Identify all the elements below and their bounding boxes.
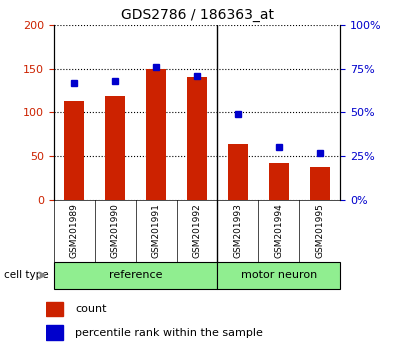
Bar	[46, 325, 63, 340]
Bar	[269, 163, 289, 200]
Title: GDS2786 / 186363_at: GDS2786 / 186363_at	[121, 8, 273, 22]
Bar	[146, 69, 166, 200]
Bar	[228, 144, 248, 200]
Text: GSM201995: GSM201995	[315, 204, 324, 258]
Text: GSM201990: GSM201990	[111, 204, 120, 258]
Bar	[64, 101, 84, 200]
Bar	[187, 78, 207, 200]
Text: GSM201989: GSM201989	[70, 204, 79, 258]
Text: motor neuron: motor neuron	[241, 270, 317, 280]
Bar	[46, 302, 63, 316]
Text: GSM201992: GSM201992	[193, 204, 201, 258]
Text: percentile rank within the sample: percentile rank within the sample	[75, 328, 263, 338]
Bar	[54, 262, 217, 289]
Text: reference: reference	[109, 270, 162, 280]
Bar	[310, 167, 330, 200]
Text: GSM201994: GSM201994	[274, 204, 283, 258]
Bar	[217, 262, 340, 289]
Text: cell type: cell type	[4, 270, 49, 280]
Text: GSM201991: GSM201991	[152, 204, 160, 258]
Text: count: count	[75, 304, 107, 314]
Bar	[105, 96, 125, 200]
Text: GSM201993: GSM201993	[234, 204, 242, 258]
